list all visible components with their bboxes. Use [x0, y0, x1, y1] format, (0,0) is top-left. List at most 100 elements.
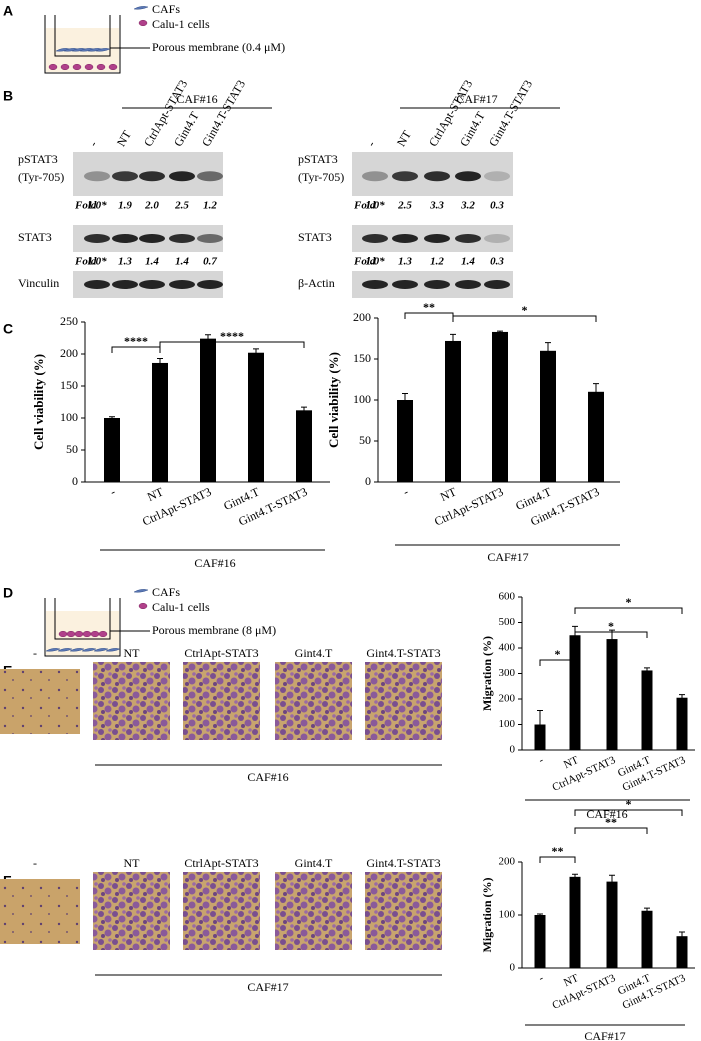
fold-value: 0.3 — [490, 256, 504, 268]
band — [392, 234, 418, 243]
band — [455, 280, 481, 289]
membrane-label: Porous membrane (0.4 μM) — [152, 40, 285, 54]
micrograph-label: Gint4.T-STAT3 — [366, 646, 440, 660]
y-tick-label: 100 — [499, 909, 516, 921]
band — [484, 280, 510, 289]
error-bar — [301, 406, 307, 415]
blot-row-label: STAT3 — [18, 230, 52, 244]
significance-bracket — [159, 341, 305, 348]
error-bar — [644, 907, 650, 914]
error-bar — [609, 629, 615, 649]
fold-label: Fold — [353, 256, 376, 268]
y-tick-label: 0 — [510, 744, 516, 756]
bar — [104, 418, 120, 482]
bar — [606, 639, 618, 750]
y-axis-label: Cell viability (%) — [31, 354, 46, 450]
band — [169, 234, 195, 243]
calu-cell — [58, 630, 68, 638]
legend-label: Calu-1 cells — [152, 600, 210, 614]
caf-cell — [93, 648, 109, 652]
micrograph — [0, 669, 80, 734]
error-bar — [109, 416, 115, 420]
micrograph — [365, 872, 442, 950]
fold-value: 1.4 — [461, 256, 475, 268]
blot-row-label: pSTAT3 — [298, 152, 338, 166]
significance-label: * — [555, 647, 561, 661]
bar — [540, 350, 556, 482]
x-tick-label: - — [108, 485, 118, 499]
chart-group: CAF#16 — [194, 556, 235, 570]
significance-label: ** — [605, 815, 617, 829]
significance-label: **** — [124, 334, 148, 348]
band — [484, 171, 510, 182]
membrane-label: Porous membrane (8 μM) — [152, 623, 276, 637]
lane-label: Gint4.T — [457, 109, 488, 149]
legend-label: Calu-1 cells — [152, 17, 210, 31]
blot-group: CAF#16 — [176, 92, 217, 106]
blot-row-label: β-Actin — [298, 276, 335, 290]
calu-cell — [66, 630, 76, 638]
significance-bracket — [452, 315, 597, 322]
x-tick-label: - — [537, 754, 546, 767]
micrograph — [365, 662, 442, 740]
lane-label: Gint4.T-STAT3 — [486, 78, 535, 149]
blot-row-label: Vinculin — [18, 276, 59, 290]
calu-cell — [60, 63, 70, 71]
legend-label: CAFs — [152, 585, 180, 599]
band — [424, 171, 450, 182]
panel-label: D — [3, 585, 13, 601]
fold-value: 2.5 — [397, 200, 412, 212]
band — [139, 234, 165, 243]
calu-cell — [138, 19, 148, 27]
error-bar — [609, 874, 615, 889]
fold-value: 1.2 — [430, 256, 444, 268]
band — [139, 280, 165, 289]
bar — [588, 391, 604, 482]
fold-value: 0.3 — [490, 200, 504, 212]
band — [112, 171, 138, 182]
fold-value: 1.3 — [398, 256, 412, 268]
blot-row-label: STAT3 — [298, 230, 332, 244]
insert — [54, 598, 111, 640]
lane-label: - — [364, 138, 378, 148]
blot-group: CAF#17 — [456, 92, 497, 106]
band — [362, 234, 388, 243]
panel-labels: A B C D E F — [3, 3, 13, 889]
caf-cell — [133, 589, 149, 593]
significance-bracket — [111, 346, 161, 353]
micrograph-label: - — [33, 856, 37, 870]
band — [84, 171, 110, 182]
y-axis-label: Migration (%) — [480, 636, 494, 711]
bar — [676, 697, 688, 750]
fold-value: 0.7 — [203, 256, 217, 268]
x-tick-label: NT — [438, 484, 459, 504]
band — [112, 280, 138, 289]
bar — [534, 915, 546, 968]
y-tick-label: 500 — [499, 616, 516, 628]
y-axis-label: Cell viability (%) — [326, 352, 341, 448]
significance-bracket — [404, 312, 454, 319]
error-bar — [679, 694, 685, 702]
chart-group: CAF#17 — [487, 550, 528, 564]
calu-cell — [98, 630, 108, 638]
micrograph — [183, 662, 260, 740]
band — [197, 234, 223, 243]
fold-value: 1.0* — [365, 256, 385, 268]
micrograph-label: Gint4.T — [295, 856, 333, 870]
error-bar — [545, 342, 551, 360]
significance-bracket — [574, 631, 648, 638]
blot-row-label: pSTAT3 — [18, 152, 58, 166]
band — [169, 171, 195, 182]
y-axis-label: Migration (%) — [480, 878, 494, 953]
y-tick-label: 100 — [353, 392, 371, 406]
significance-label: **** — [220, 329, 244, 343]
calu-cell — [82, 630, 92, 638]
well — [44, 598, 121, 657]
micrograph — [93, 662, 170, 740]
calu-cell — [108, 63, 118, 71]
y-tick-label: 0 — [365, 474, 371, 488]
band — [484, 234, 510, 243]
significance-bracket — [574, 607, 683, 614]
